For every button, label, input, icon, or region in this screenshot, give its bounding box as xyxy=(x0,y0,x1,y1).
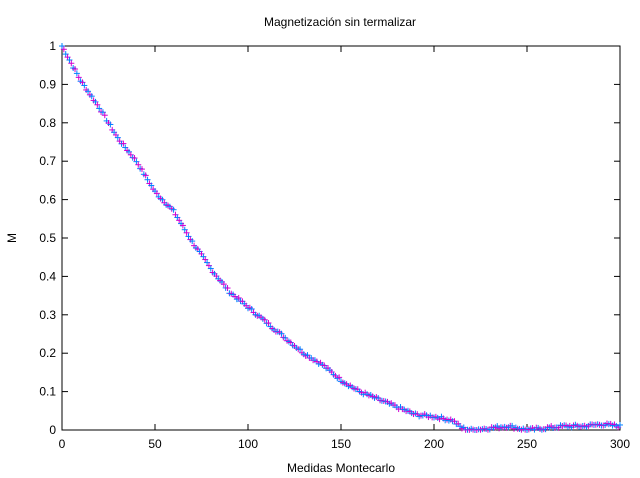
y-tick-label: 0.5 xyxy=(39,231,56,245)
y-tick-label: 0.7 xyxy=(39,154,56,168)
data-point xyxy=(68,60,75,67)
y-tick-label: 0.2 xyxy=(39,346,56,360)
data-point xyxy=(336,374,343,381)
data-point xyxy=(170,206,177,213)
data-point xyxy=(185,233,192,240)
data-point xyxy=(176,217,183,224)
data-point xyxy=(278,330,285,337)
data-point xyxy=(204,259,211,266)
plot-frame xyxy=(61,45,621,431)
data-point xyxy=(72,66,79,73)
data-point xyxy=(224,285,231,292)
data-point xyxy=(94,101,101,108)
x-tick-label: 100 xyxy=(238,437,258,451)
x-tick-label: 250 xyxy=(517,437,537,451)
x-tick-label: 200 xyxy=(424,437,444,451)
chart-title: Magnetización sin termalizar xyxy=(264,15,416,29)
data-point xyxy=(73,70,80,77)
data-point xyxy=(159,196,166,203)
data-point xyxy=(144,176,151,183)
data-point xyxy=(133,158,140,165)
y-tick-label: 1 xyxy=(49,39,56,53)
x-tick-label: 0 xyxy=(59,437,66,451)
data-point xyxy=(101,112,108,119)
data-point xyxy=(235,294,242,301)
data-point xyxy=(207,265,214,272)
data-point xyxy=(220,281,227,288)
y-tick-label: 0 xyxy=(49,423,56,437)
data-point xyxy=(138,166,145,173)
data-point xyxy=(81,82,88,89)
y-tick-label: 0.8 xyxy=(39,116,56,130)
data-point xyxy=(96,105,103,112)
data-point xyxy=(153,190,160,197)
data-point xyxy=(114,134,121,141)
data-point xyxy=(66,56,73,63)
data-point xyxy=(59,43,65,50)
data-point xyxy=(60,46,67,53)
axis-ticks: 0 50 100 150 200 250 300 0 0.1 0.2 0.3 0.4 0.5 0.6 0.7… xyxy=(39,39,630,451)
data-point xyxy=(135,161,142,168)
x-axis-label: Medidas Montecarlo xyxy=(287,461,395,475)
data-point xyxy=(202,256,209,263)
data-point xyxy=(179,222,186,229)
y-tick-label: 0.6 xyxy=(39,193,56,207)
data-point xyxy=(79,79,86,86)
data-point xyxy=(107,121,114,128)
data-point xyxy=(142,172,149,179)
data-point xyxy=(75,74,82,81)
y-tick-label: 0.3 xyxy=(39,308,56,322)
data-point xyxy=(297,346,304,353)
data-point xyxy=(181,226,188,233)
data-point xyxy=(85,88,92,95)
data-point xyxy=(261,316,268,323)
data-point xyxy=(189,238,196,245)
data-point xyxy=(88,93,95,100)
y-tick-label: 0.9 xyxy=(39,77,56,91)
data-point xyxy=(265,320,272,327)
data-point xyxy=(120,140,127,147)
y-axis-label: M xyxy=(5,233,19,243)
x-tick-label: 300 xyxy=(610,437,630,451)
y-tick-label: 0.4 xyxy=(39,269,56,283)
x-tick-label: 50 xyxy=(148,437,162,451)
data-point xyxy=(617,421,623,428)
x-tick-label: 150 xyxy=(331,437,351,451)
data-point xyxy=(131,155,138,162)
data-points xyxy=(59,43,623,433)
data-point xyxy=(148,182,155,189)
data-point xyxy=(248,305,255,312)
data-point xyxy=(62,51,69,58)
data-point xyxy=(183,229,190,236)
y-tick-label: 0.1 xyxy=(39,385,56,399)
